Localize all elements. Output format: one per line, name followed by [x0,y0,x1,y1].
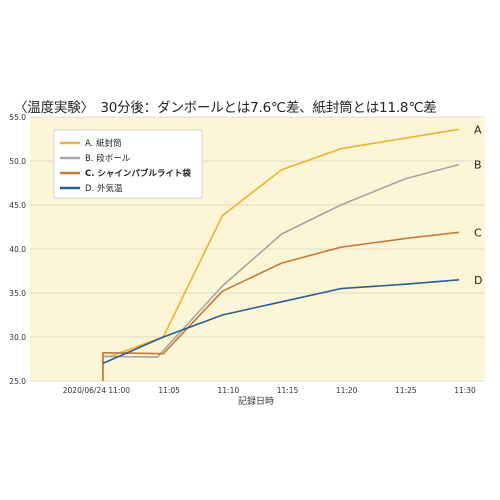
series-end-label-b: B [474,159,482,172]
y-tick-label: 35.0 [9,289,26,298]
series-end-label-a: A [474,123,482,136]
series-line-b [102,163,460,381]
x-tick-label: 2020/06/24 11:00 [63,386,130,395]
y-tick-label: 55.0 [9,113,26,122]
y-tick-label: 25.0 [9,377,26,386]
legend-entry: D. 外気温 [85,183,123,194]
legend-box [53,129,203,199]
x-tick-label: 11:15 [277,386,299,395]
legend-entry: C. シャインパブルライト袋 [85,168,191,179]
y-tick-label: 45.0 [9,201,26,210]
y-tick-label: 40.0 [9,245,26,254]
series-end-label-d: D [474,274,482,287]
y-tick-label: 50.0 [9,157,26,166]
chart-title: 〈温度実験〉 30分後：ダンボールとは7.6℃差、紙封筒とは11.8℃差 [14,100,437,116]
series-line-d [102,279,460,365]
x-tick-label: 11:20 [336,386,358,395]
legend-entry: B. 段ボール [85,153,131,164]
x-axis-label: 記録日時 [238,395,274,407]
series-line-c [102,231,460,381]
series-end-label-c: C [474,226,482,239]
x-tick-label: 11:10 [218,386,240,395]
x-tick-label: 11:25 [395,386,417,395]
y-tick-label: 30.0 [9,333,26,342]
legend-entry: A. 紙封筒 [85,138,122,149]
x-tick-label: 11:30 [454,386,476,395]
x-tick-label: 11:05 [158,386,180,395]
